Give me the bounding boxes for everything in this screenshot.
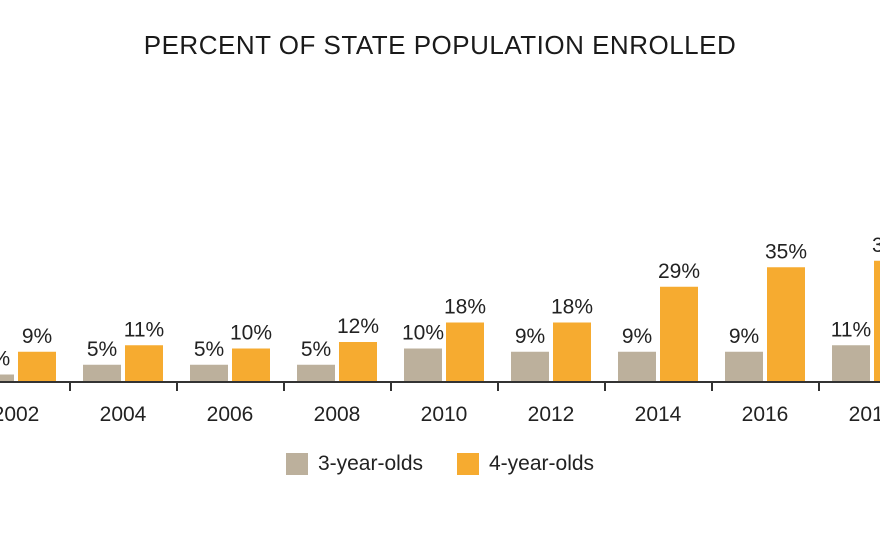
data-label-3-year-olds-2004: 5% <box>87 338 117 361</box>
data-label-3-year-olds-2006: 5% <box>194 338 224 361</box>
bar-4-year-olds-2010 <box>446 322 484 381</box>
legend-item-4-year-olds: 4-year-olds <box>457 452 594 476</box>
legend-label-3-year-olds: 3-year-olds <box>317 452 423 475</box>
legend-swatch-4-year-olds <box>457 453 479 475</box>
data-label-4-year-olds-2002: 9% <box>22 325 52 348</box>
bar-3-year-olds-2018 <box>832 345 870 381</box>
data-label-4-year-olds-2006: 10% <box>230 322 272 345</box>
data-label-4-year-olds-2010: 18% <box>444 296 486 319</box>
bar-4-year-olds-2014 <box>660 286 698 381</box>
data-label-4-year-olds-2018: 37% <box>872 234 880 257</box>
data-label-3-year-olds-2012: 9% <box>515 325 545 348</box>
tick-label-2008: 2008 <box>314 403 361 426</box>
tick-label-2018: 2018 <box>849 403 880 426</box>
data-label-4-year-olds-2008: 12% <box>337 315 379 338</box>
tick-label-2014: 2014 <box>635 403 682 426</box>
tick-label-2004: 2004 <box>100 403 147 426</box>
bar-chart: 2%9%20025%11%20045%10%20065%12%200810%18… <box>0 234 880 426</box>
bar-4-year-olds-2016 <box>767 267 805 381</box>
bar-4-year-olds-2008 <box>339 342 377 381</box>
data-label-3-year-olds-2002: 2% <box>0 348 10 371</box>
legend-label-4-year-olds: 4-year-olds <box>489 452 595 475</box>
bar-4-year-olds-2006 <box>232 348 270 381</box>
bar-3-year-olds-2010 <box>404 348 442 381</box>
bar-3-year-olds-2002 <box>0 374 14 381</box>
tick-label-2010: 2010 <box>421 403 468 426</box>
bar-4-year-olds-2012 <box>553 322 591 381</box>
bar-3-year-olds-2012 <box>511 351 549 381</box>
tick-label-2002: 2002 <box>0 403 39 426</box>
legend: 3-year-olds 4-year-olds <box>0 452 880 476</box>
tick-label-2006: 2006 <box>207 403 254 426</box>
tick-label-2016: 2016 <box>742 403 789 426</box>
bar-4-year-olds-2018 <box>874 260 880 381</box>
tick-label-2012: 2012 <box>528 403 575 426</box>
data-label-4-year-olds-2004: 11% <box>124 318 164 341</box>
bar-4-year-olds-2002 <box>18 351 56 381</box>
bar-3-year-olds-2014 <box>618 351 656 381</box>
data-label-3-year-olds-2008: 5% <box>301 338 331 361</box>
data-label-4-year-olds-2014: 29% <box>658 260 700 283</box>
data-label-3-year-olds-2018: 11% <box>831 318 871 341</box>
data-label-3-year-olds-2016: 9% <box>729 325 759 348</box>
data-label-4-year-olds-2012: 18% <box>551 296 593 319</box>
data-label-4-year-olds-2016: 35% <box>765 240 807 263</box>
legend-item-3-year-olds: 3-year-olds <box>285 452 423 476</box>
bar-3-year-olds-2008 <box>297 364 335 381</box>
bar-4-year-olds-2004 <box>125 345 163 381</box>
legend-swatch-3-year-olds <box>285 453 308 475</box>
bar-3-year-olds-2016 <box>725 351 763 381</box>
data-label-3-year-olds-2014: 9% <box>622 325 652 348</box>
chart-title: PERCENT OF STATE POPULATION ENROLLED <box>143 30 737 60</box>
bar-3-year-olds-2004 <box>83 364 121 381</box>
bar-3-year-olds-2006 <box>190 364 228 381</box>
data-label-3-year-olds-2010: 10% <box>402 322 444 345</box>
